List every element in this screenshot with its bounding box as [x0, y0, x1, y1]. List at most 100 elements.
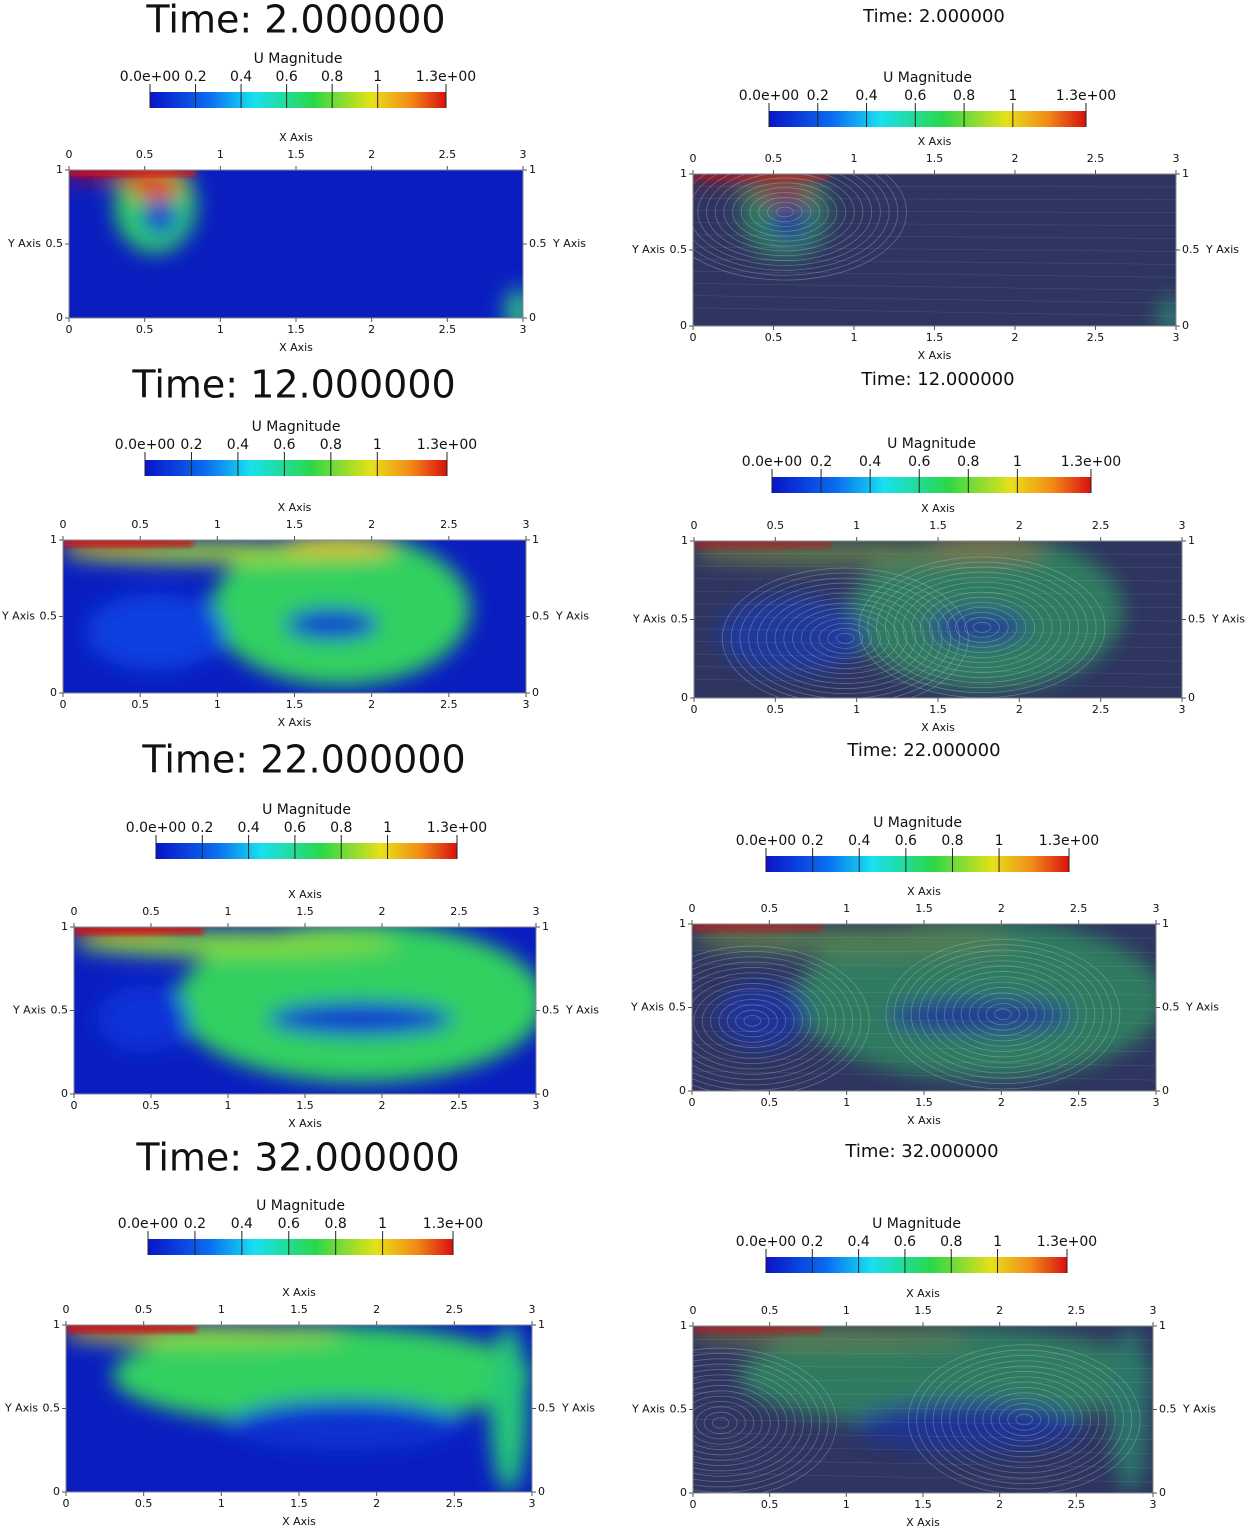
- streamline: [963, 616, 1000, 638]
- colorbar-label: U Magnitude: [262, 802, 351, 818]
- field-blob: [928, 541, 1046, 559]
- x-tick-label: 1.5: [290, 1497, 308, 1510]
- streamline: [693, 246, 1176, 252]
- field-blob: [285, 608, 378, 640]
- streamline: [697, 174, 873, 262]
- y-tick-label: 0.5: [1159, 1403, 1177, 1416]
- colorbar-label: U Magnitude: [254, 51, 343, 67]
- x-tick-label: 2.5: [446, 1303, 464, 1316]
- streamline: [692, 1043, 1156, 1053]
- streamline: [965, 1381, 1083, 1458]
- streamline: [692, 950, 1156, 953]
- colorbar: [772, 477, 1091, 493]
- x-tick-label: 1.5: [915, 902, 933, 915]
- colorbar-label: U Magnitude: [887, 436, 976, 452]
- streamline: [916, 1349, 1133, 1490]
- field-blob: [715, 982, 808, 1050]
- colorbar-label: U Magnitude: [256, 1198, 345, 1214]
- y-tick-label: 1: [50, 533, 57, 546]
- streamline: [694, 603, 1182, 609]
- x-tick-label: 2: [1016, 519, 1023, 532]
- field: [692, 924, 1156, 1091]
- colorbar-tick-label: 0.6: [278, 1216, 300, 1232]
- x-axis-label: X Axis: [921, 502, 955, 515]
- x-axis-label: X Axis: [279, 131, 313, 144]
- streamline: [711, 1417, 730, 1429]
- colorbar-tick-label: 0.0e+00: [736, 833, 796, 849]
- x-tick-label: 1.5: [914, 1304, 932, 1317]
- x-axis-label: X Axis: [288, 888, 322, 901]
- y-tick-label: 0.5: [51, 1004, 69, 1017]
- streamline: [765, 592, 925, 684]
- panel: Time: 32.000000 U Magnitude 0.0e+00 0.2 0.4 0…: [4, 1136, 595, 1529]
- x-tick-label: 2: [1016, 703, 1023, 716]
- x-tick-label: 2.5: [450, 905, 468, 918]
- colorbar-tick-label: 0.6: [895, 833, 917, 849]
- streamline: [693, 270, 1176, 278]
- field-blob: [854, 1401, 1084, 1452]
- x-tick-label: 1: [214, 518, 221, 531]
- y-axis-label: Y Axis: [565, 1004, 599, 1017]
- colorbar-tick-label: 1.3e+00: [1037, 1234, 1097, 1250]
- streamline: [735, 1009, 770, 1032]
- colorbar-tick-label: 1: [373, 69, 382, 85]
- x-tick-label: 2: [996, 1498, 1003, 1511]
- field: [74, 927, 536, 1094]
- x-tick-label: 0: [690, 331, 697, 344]
- streamline: [694, 590, 1182, 595]
- colorbar-tick-label: 1.3e+00: [1039, 833, 1099, 849]
- streamline: [748, 582, 943, 695]
- streamline: [693, 258, 1176, 265]
- streamline: [910, 954, 1096, 1074]
- x-axis-label: X Axis: [279, 341, 313, 354]
- colorbar-tick-label: 0.0e+00: [126, 820, 186, 836]
- streamline: [1007, 1408, 1042, 1431]
- streamline: [994, 1008, 1012, 1020]
- streamline: [924, 1354, 1124, 1485]
- panel: Time: 2.000000 U Magnitude 0.0e+00 0.2 0.4 0.…: [7, 0, 586, 354]
- streamline: [694, 653, 1182, 662]
- x-tick-label: 1.5: [287, 148, 305, 161]
- streamline: [694, 616, 1182, 622]
- colorbar-tick-label: 0.6: [284, 820, 306, 836]
- x-tick-label: 2.5: [1068, 1498, 1086, 1511]
- x-tick-label: 2: [373, 1497, 380, 1510]
- wall-jet: [694, 541, 831, 548]
- streamline: [693, 234, 1176, 239]
- x-tick-label: 3: [520, 323, 527, 336]
- x-axis-label: X Axis: [918, 349, 952, 362]
- colorbar-tick-label: 0.2: [801, 833, 823, 849]
- colorbar-tick-label: 1: [378, 1216, 387, 1232]
- x-tick-label: 1.5: [926, 331, 944, 344]
- y-tick-label: 0.5: [669, 1001, 687, 1014]
- streamline: [692, 937, 1156, 939]
- streamline: [706, 174, 864, 257]
- y-axis-label: Y Axis: [1211, 613, 1245, 626]
- colorbar-tick-label: 0.4: [859, 454, 881, 470]
- streamline: [692, 1017, 1156, 1024]
- colorbar: [148, 1239, 453, 1255]
- x-tick-label: 1: [843, 1096, 850, 1109]
- colorbar-tick-label: 0.8: [957, 454, 979, 470]
- streamline: [693, 295, 1176, 304]
- y-axis-label: Y Axis: [555, 610, 589, 623]
- x-tick-label: 2.5: [450, 1099, 468, 1112]
- colorbar-tick-label: 0.2: [180, 437, 202, 453]
- x-tick-label: 0: [66, 323, 73, 336]
- y-tick-label: 0.5: [538, 1402, 556, 1415]
- colorbar: [766, 1257, 1067, 1273]
- streamline: [774, 597, 916, 679]
- y-axis-label: Y Axis: [7, 237, 41, 250]
- streamline: [758, 197, 812, 227]
- panel-title: Time: 2.000000: [862, 6, 1005, 27]
- streamline: [692, 1030, 1156, 1038]
- field: [693, 1326, 1153, 1493]
- x-tick-label: 2.5: [1092, 703, 1110, 716]
- y-tick-label: 0.5: [532, 610, 550, 623]
- streamline: [836, 632, 855, 644]
- colorbar-tick-label: 0.6: [908, 454, 930, 470]
- x-axis-label: X Axis: [278, 501, 312, 514]
- streamline: [783, 602, 908, 674]
- streamline: [721, 567, 969, 698]
